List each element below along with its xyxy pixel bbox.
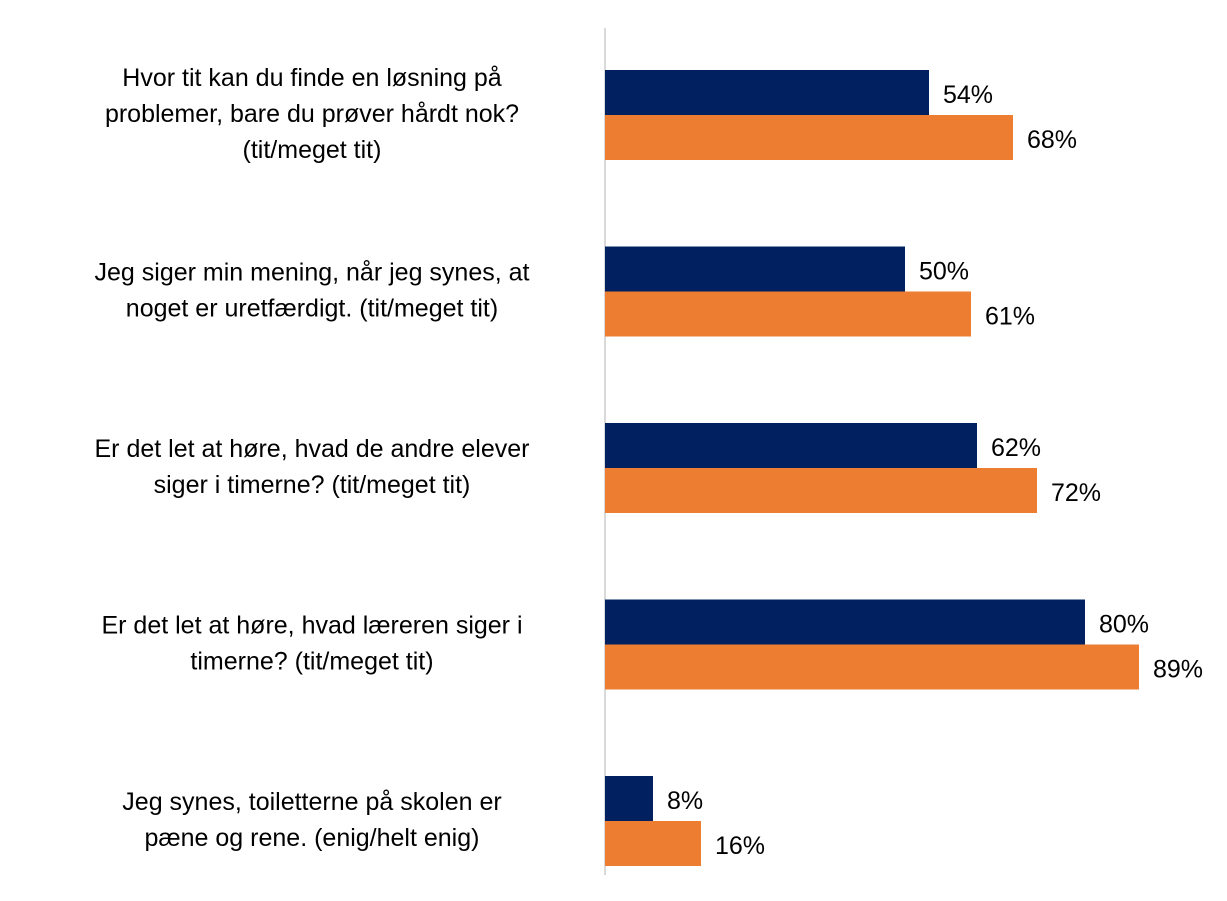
data-label: 89% <box>1153 656 1203 684</box>
bar <box>605 246 905 292</box>
data-label: 68% <box>1027 126 1077 154</box>
bar <box>605 115 1013 160</box>
bar <box>605 468 1037 513</box>
category-label: Er det let at høre, hvad læreren siger i… <box>101 611 522 675</box>
category-label-line: Jeg synes, toiletterne på skolen er <box>122 788 501 816</box>
data-label: 62% <box>991 434 1041 462</box>
category-label-line: Er det let at høre, hvad de andre elever <box>95 435 530 463</box>
data-label: 50% <box>919 258 969 286</box>
data-label: 80% <box>1099 611 1149 639</box>
bar <box>605 70 929 115</box>
bar <box>605 776 653 821</box>
data-label: 8% <box>667 787 703 815</box>
category-label: Jeg synes, toiletterne på skolen er pæne … <box>122 788 501 852</box>
category-label-line: (tit/meget tit) <box>243 136 382 164</box>
category-label-line: noget er uretfærdigt. (tit/meget tit) <box>126 294 498 322</box>
category-label-line: problemer, bare du prøver hårdt nok? <box>105 100 519 128</box>
category-label: Jeg siger min mening, når jeg synes, at n… <box>95 258 530 322</box>
category-label-line: pæne og rene. (enig/helt enig) <box>145 824 480 852</box>
category-label-line: Hvor tit kan du finde en løsning på <box>122 64 501 92</box>
bar <box>605 644 1139 690</box>
category-label-line: siger i timerne? (tit/meget tit) <box>154 471 471 499</box>
data-label: 16% <box>715 832 765 860</box>
data-label: 72% <box>1051 479 1101 507</box>
bar <box>605 423 977 468</box>
category-label: Hvor tit kan du finde en løsning på probl… <box>105 64 519 164</box>
bar <box>605 821 701 866</box>
bar <box>605 599 1085 645</box>
data-label: 54% <box>943 81 993 109</box>
category-label: Er det let at høre, hvad de andre elever… <box>95 435 530 499</box>
category-label-line: Er det let at høre, hvad læreren siger i <box>101 611 522 639</box>
category-label-line: timerne? (tit/meget tit) <box>190 647 433 675</box>
data-label: 61% <box>985 303 1035 331</box>
bar <box>605 291 971 337</box>
category-label-line: Jeg siger min mening, når jeg synes, at <box>95 258 530 286</box>
